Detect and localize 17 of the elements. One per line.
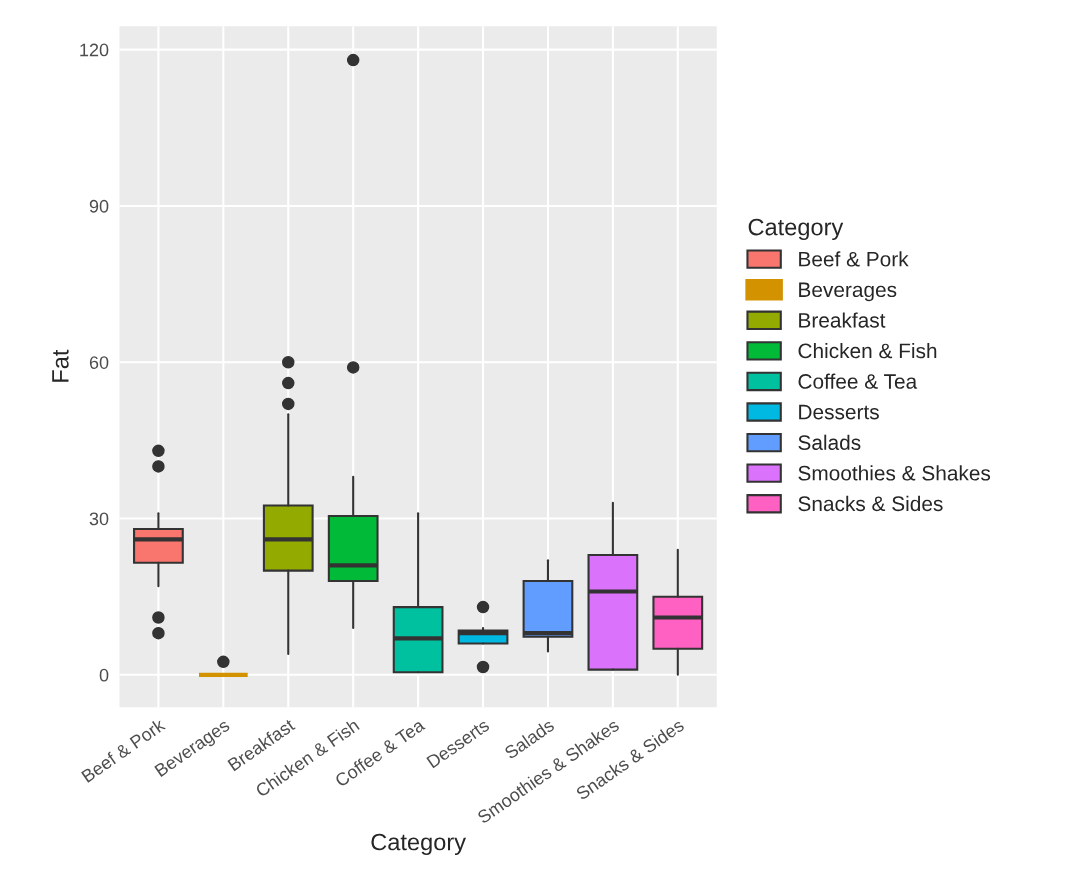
y-tick-label: 90 [89, 199, 109, 213]
legend-label: Beverages [799, 282, 897, 302]
y-axis-title: Fat [52, 349, 69, 382]
y-tick-label: 30 [89, 512, 109, 526]
legend-label: Smoothies & Shakes [798, 465, 991, 481]
legend-label: Snacks & Sides [798, 495, 943, 512]
legend-label: Chicken & Fish [798, 342, 937, 359]
legend-label: Beef & Pork [799, 251, 909, 267]
legend-label: Coffee & Tea [798, 373, 918, 389]
y-tick-label: 0 [99, 668, 109, 682]
legend-label: Breakfast [799, 312, 886, 328]
legend-label: Desserts [799, 404, 879, 420]
legend-title: Category [748, 218, 844, 241]
x-axis-title: Category [371, 833, 466, 856]
y-tick-label: 60 [89, 356, 109, 369]
legend-label: Salads [798, 434, 861, 450]
y-tick-label: 120 [80, 43, 109, 57]
